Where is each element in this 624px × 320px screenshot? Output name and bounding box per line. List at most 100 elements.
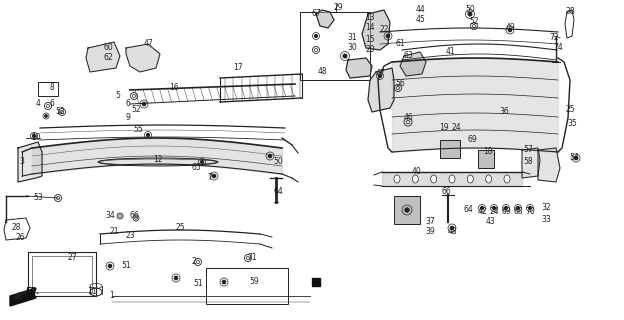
Text: 8: 8: [50, 84, 54, 92]
Polygon shape: [86, 42, 120, 72]
Text: 64: 64: [273, 188, 283, 196]
Text: 22: 22: [379, 26, 389, 35]
Text: 48: 48: [447, 228, 457, 236]
Text: 13: 13: [365, 13, 375, 22]
Polygon shape: [346, 58, 372, 78]
Text: 68: 68: [513, 207, 523, 217]
Text: 61: 61: [395, 39, 405, 49]
Text: 17: 17: [233, 63, 243, 73]
Text: 26: 26: [15, 234, 25, 243]
Text: 42: 42: [477, 207, 487, 217]
Circle shape: [212, 174, 216, 178]
Circle shape: [314, 35, 318, 37]
Text: 71: 71: [247, 253, 257, 262]
Circle shape: [109, 264, 112, 268]
Text: 72: 72: [549, 34, 559, 43]
Circle shape: [386, 34, 389, 38]
Circle shape: [480, 207, 484, 209]
Text: 46: 46: [403, 114, 413, 123]
Text: 53: 53: [33, 194, 43, 203]
Text: 47: 47: [375, 69, 385, 78]
Text: 12: 12: [154, 156, 163, 164]
Circle shape: [343, 54, 347, 58]
Text: 58: 58: [523, 157, 533, 166]
Circle shape: [147, 134, 149, 136]
Circle shape: [517, 207, 519, 209]
Text: 57: 57: [523, 146, 533, 155]
Text: 28: 28: [11, 223, 21, 233]
Text: 41: 41: [445, 47, 455, 57]
Text: 30: 30: [347, 44, 357, 52]
Circle shape: [505, 207, 507, 209]
Text: 74: 74: [553, 44, 563, 52]
Text: 38: 38: [565, 7, 575, 17]
Circle shape: [32, 135, 36, 137]
Text: 18: 18: [483, 148, 493, 156]
Circle shape: [529, 207, 532, 209]
Ellipse shape: [412, 175, 418, 183]
Text: 51: 51: [193, 279, 203, 289]
Text: 6: 6: [49, 100, 54, 108]
Polygon shape: [18, 142, 42, 182]
Text: 32: 32: [541, 204, 551, 212]
Bar: [300, 12, 370, 80]
Text: 44: 44: [415, 5, 425, 14]
Circle shape: [174, 276, 178, 280]
Text: 24: 24: [451, 124, 461, 132]
Text: 50: 50: [465, 5, 475, 14]
Text: 27: 27: [67, 253, 77, 262]
Polygon shape: [316, 10, 334, 28]
Text: 60: 60: [103, 44, 113, 52]
Circle shape: [468, 12, 472, 16]
Text: 39: 39: [425, 228, 435, 236]
Text: 40: 40: [411, 167, 421, 177]
Text: 63: 63: [403, 52, 413, 60]
Text: 3: 3: [19, 157, 24, 166]
Text: 11: 11: [87, 287, 97, 297]
Circle shape: [268, 155, 271, 157]
Circle shape: [45, 115, 47, 117]
Text: 15: 15: [365, 36, 375, 44]
Text: 34: 34: [105, 212, 115, 220]
Text: 9: 9: [125, 114, 130, 123]
Bar: [440, 140, 460, 158]
Text: 7: 7: [208, 173, 212, 182]
Text: 23: 23: [125, 231, 135, 241]
Text: 52: 52: [55, 108, 65, 116]
Ellipse shape: [504, 175, 510, 183]
Text: 14: 14: [365, 23, 375, 33]
Polygon shape: [10, 288, 36, 306]
Text: 51: 51: [121, 261, 131, 270]
Text: 43: 43: [485, 218, 495, 227]
Polygon shape: [400, 52, 426, 76]
Circle shape: [492, 207, 495, 209]
Circle shape: [575, 156, 578, 160]
Ellipse shape: [449, 175, 455, 183]
Bar: [478, 150, 494, 168]
Text: 33: 33: [541, 215, 551, 225]
Circle shape: [509, 28, 512, 32]
Bar: [394, 196, 420, 224]
Text: FR.: FR.: [26, 287, 40, 296]
Bar: [38, 82, 58, 96]
Text: 6: 6: [125, 100, 130, 108]
Text: 52: 52: [131, 106, 141, 115]
Polygon shape: [126, 44, 160, 72]
Circle shape: [200, 161, 203, 164]
Text: 29: 29: [333, 4, 343, 12]
Bar: [28, 252, 96, 296]
Text: 10: 10: [31, 133, 41, 142]
Text: 70: 70: [525, 207, 535, 217]
Text: 4: 4: [36, 100, 41, 108]
Text: 48: 48: [317, 68, 327, 76]
Text: 36: 36: [499, 108, 509, 116]
Polygon shape: [368, 68, 394, 112]
Circle shape: [405, 208, 409, 212]
Text: 56: 56: [395, 79, 405, 89]
Text: 54: 54: [569, 154, 579, 163]
Text: 35: 35: [567, 119, 577, 129]
Text: 69: 69: [501, 207, 511, 217]
Ellipse shape: [431, 175, 437, 183]
Text: 1: 1: [110, 292, 114, 300]
Text: 19: 19: [439, 124, 449, 132]
